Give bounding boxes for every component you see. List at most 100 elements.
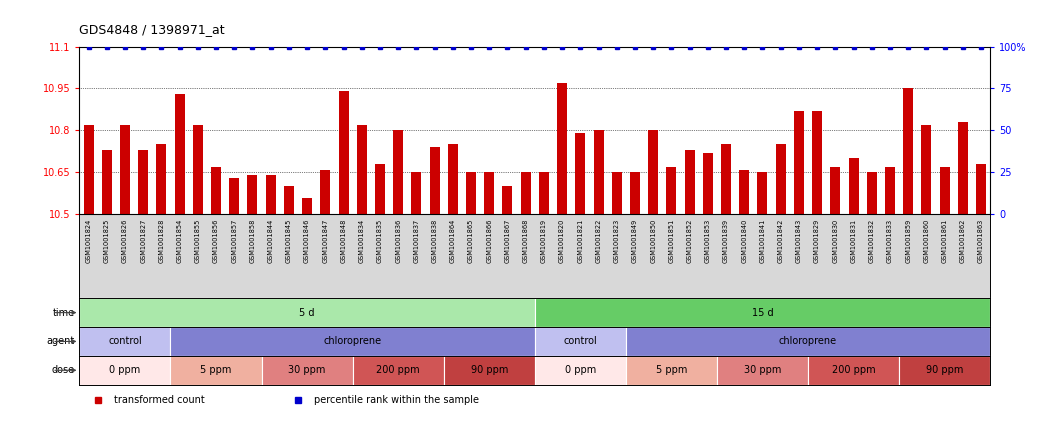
Bar: [521, 172, 531, 214]
Bar: [976, 164, 986, 214]
Text: GSM1001852: GSM1001852: [686, 219, 693, 263]
Text: agent: agent: [47, 336, 75, 346]
Text: 5 ppm: 5 ppm: [200, 365, 232, 375]
Text: GSM1001860: GSM1001860: [923, 219, 930, 263]
Text: GSM1001823: GSM1001823: [614, 219, 620, 263]
Bar: [229, 178, 239, 214]
Bar: [357, 125, 366, 214]
Text: 30 ppm: 30 ppm: [743, 365, 782, 375]
Text: GSM1001866: GSM1001866: [486, 219, 492, 263]
Bar: [717, 356, 808, 385]
Bar: [79, 298, 535, 327]
Bar: [411, 172, 421, 214]
Bar: [353, 356, 444, 385]
Bar: [684, 150, 695, 214]
Bar: [302, 198, 312, 214]
Bar: [866, 172, 877, 214]
Bar: [593, 130, 604, 214]
Text: GSM1001850: GSM1001850: [650, 219, 657, 263]
Bar: [848, 158, 859, 214]
Text: GSM1001825: GSM1001825: [104, 219, 110, 263]
Bar: [102, 150, 112, 214]
Text: GSM1001851: GSM1001851: [668, 219, 675, 263]
Text: GSM1001821: GSM1001821: [577, 219, 584, 263]
Text: GSM1001820: GSM1001820: [559, 219, 566, 263]
Text: GDS4848 / 1398971_at: GDS4848 / 1398971_at: [79, 23, 226, 36]
Text: GSM1001855: GSM1001855: [195, 219, 201, 263]
Text: time: time: [53, 308, 75, 318]
Bar: [84, 125, 93, 214]
Bar: [575, 133, 586, 214]
Text: GSM1001835: GSM1001835: [377, 219, 383, 263]
Text: GSM1001845: GSM1001845: [286, 219, 292, 263]
Text: GSM1001853: GSM1001853: [705, 219, 711, 263]
Text: GSM1001830: GSM1001830: [832, 219, 839, 263]
Text: 200 ppm: 200 ppm: [831, 365, 876, 375]
Bar: [739, 170, 750, 214]
Text: GSM1001832: GSM1001832: [868, 219, 875, 263]
Text: chloroprene: chloroprene: [779, 336, 837, 346]
Bar: [757, 172, 768, 214]
Text: GSM1001826: GSM1001826: [122, 219, 128, 263]
Bar: [535, 356, 626, 385]
Bar: [885, 167, 895, 214]
Text: GSM1001854: GSM1001854: [177, 219, 182, 263]
Bar: [648, 130, 659, 214]
Text: GSM1001831: GSM1001831: [850, 219, 857, 263]
Bar: [666, 167, 677, 214]
Bar: [444, 356, 535, 385]
Bar: [535, 327, 626, 356]
Text: 200 ppm: 200 ppm: [376, 365, 420, 375]
Text: GSM1001840: GSM1001840: [741, 219, 748, 263]
Text: 0 ppm: 0 ppm: [109, 365, 141, 375]
Bar: [557, 83, 568, 214]
Bar: [903, 88, 913, 214]
Text: GSM1001865: GSM1001865: [468, 219, 474, 263]
Bar: [393, 130, 403, 214]
Bar: [630, 172, 640, 214]
Bar: [430, 147, 439, 214]
Text: GSM1001846: GSM1001846: [304, 219, 310, 263]
Text: GSM1001868: GSM1001868: [523, 219, 528, 263]
Bar: [320, 170, 330, 214]
Text: GSM1001843: GSM1001843: [796, 219, 802, 263]
Bar: [484, 172, 495, 214]
Bar: [721, 144, 731, 214]
Text: GSM1001861: GSM1001861: [941, 219, 948, 263]
Bar: [899, 356, 990, 385]
Bar: [170, 356, 262, 385]
Text: GSM1001859: GSM1001859: [905, 219, 911, 263]
Text: GSM1001842: GSM1001842: [777, 219, 784, 263]
Bar: [448, 144, 457, 214]
Bar: [612, 172, 622, 214]
Bar: [79, 327, 170, 356]
Bar: [248, 175, 257, 214]
Bar: [266, 175, 275, 214]
Bar: [79, 356, 170, 385]
Bar: [284, 187, 294, 214]
Text: GSM1001829: GSM1001829: [814, 219, 820, 263]
Bar: [170, 327, 535, 356]
Text: 0 ppm: 0 ppm: [564, 365, 596, 375]
Text: GSM1001847: GSM1001847: [322, 219, 328, 263]
Bar: [539, 172, 549, 214]
Text: 5 ppm: 5 ppm: [656, 365, 687, 375]
Bar: [193, 125, 203, 214]
Text: GSM1001824: GSM1001824: [86, 219, 91, 263]
Bar: [175, 94, 184, 214]
Text: GSM1001833: GSM1001833: [887, 219, 893, 263]
Text: chloroprene: chloroprene: [324, 336, 381, 346]
Text: GSM1001828: GSM1001828: [159, 219, 164, 263]
Text: GSM1001858: GSM1001858: [250, 219, 255, 263]
Text: GSM1001857: GSM1001857: [231, 219, 237, 263]
Text: GSM1001836: GSM1001836: [395, 219, 401, 263]
Bar: [626, 356, 717, 385]
Bar: [211, 167, 221, 214]
Text: GSM1001864: GSM1001864: [450, 219, 455, 263]
Text: 90 ppm: 90 ppm: [926, 365, 964, 375]
Text: GSM1001837: GSM1001837: [413, 219, 419, 263]
Text: GSM1001863: GSM1001863: [979, 219, 984, 263]
Text: GSM1001834: GSM1001834: [359, 219, 364, 263]
Text: GSM1001841: GSM1001841: [759, 219, 766, 263]
Bar: [466, 172, 477, 214]
